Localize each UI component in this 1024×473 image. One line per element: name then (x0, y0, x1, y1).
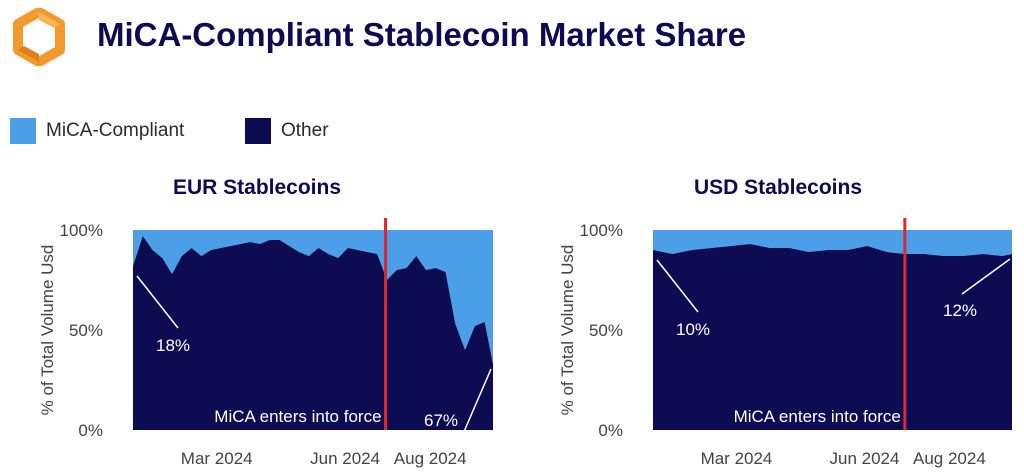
y-axis-label: % of Total Volume Usd (558, 245, 577, 416)
legend-swatch-other (245, 118, 271, 144)
area-other (653, 244, 1012, 430)
x-tick-label: Aug 2024 (394, 449, 467, 468)
x-tick-label: Mar 2024 (181, 449, 253, 468)
chart-title-usd: USD Stablecoins (693, 176, 863, 199)
legend-item-mica: MiCA-Compliant (10, 118, 184, 144)
y-tick-label: 50% (589, 321, 623, 340)
annotation-label: 10% (676, 320, 710, 339)
event-label: MiCA enters into force (734, 407, 901, 426)
x-tick-label: Mar 2024 (701, 449, 773, 468)
x-tick-label: Jun 2024 (830, 449, 900, 468)
y-tick-label: 50% (69, 321, 103, 340)
y-tick-label: 100% (580, 221, 623, 240)
header: MiCA-Compliant Stablecoin Market Share (0, 0, 1024, 80)
x-tick-label: Aug 2024 (913, 449, 986, 468)
annotation-label: 67% (424, 411, 458, 430)
y-tick-label: 0% (598, 421, 623, 440)
legend-label-mica: MiCA-Compliant (46, 120, 185, 141)
legend-item-other: Other (245, 118, 329, 144)
chart-usd: % of Total Volume Usd 0% 50% 100% Mar 2024 Ju… (558, 218, 1012, 468)
annotation-callout-line (136, 275, 179, 329)
annotation-callout-line (462, 368, 492, 435)
page-title: MiCA-Compliant Stablecoin Market Share (97, 16, 747, 53)
x-tick-label: Jun 2024 (310, 449, 380, 468)
y-tick-label: 0% (78, 421, 103, 440)
y-axis-label: % of Total Volume Usd (38, 245, 57, 416)
legend-label-other: Other (281, 120, 329, 141)
chart-title-eur: EUR Stablecoins (172, 176, 342, 199)
event-label: MiCA enters into force (214, 407, 381, 426)
annotation-label: 12% (943, 301, 977, 320)
annotation-callout-line (656, 259, 699, 313)
area-other (133, 236, 493, 430)
legend-swatch-mica (10, 118, 36, 144)
annotation-label: 18% (156, 336, 190, 355)
annotation-callout-line (961, 258, 1011, 295)
logo-icon (13, 8, 65, 66)
area-mica-compliant (133, 230, 493, 364)
area-mica-compliant (653, 230, 1012, 256)
chart-eur: % of Total Volume Usd 0% 50% 100% Mar 2024 Ju… (38, 218, 493, 468)
y-tick-label: 100% (60, 221, 103, 240)
